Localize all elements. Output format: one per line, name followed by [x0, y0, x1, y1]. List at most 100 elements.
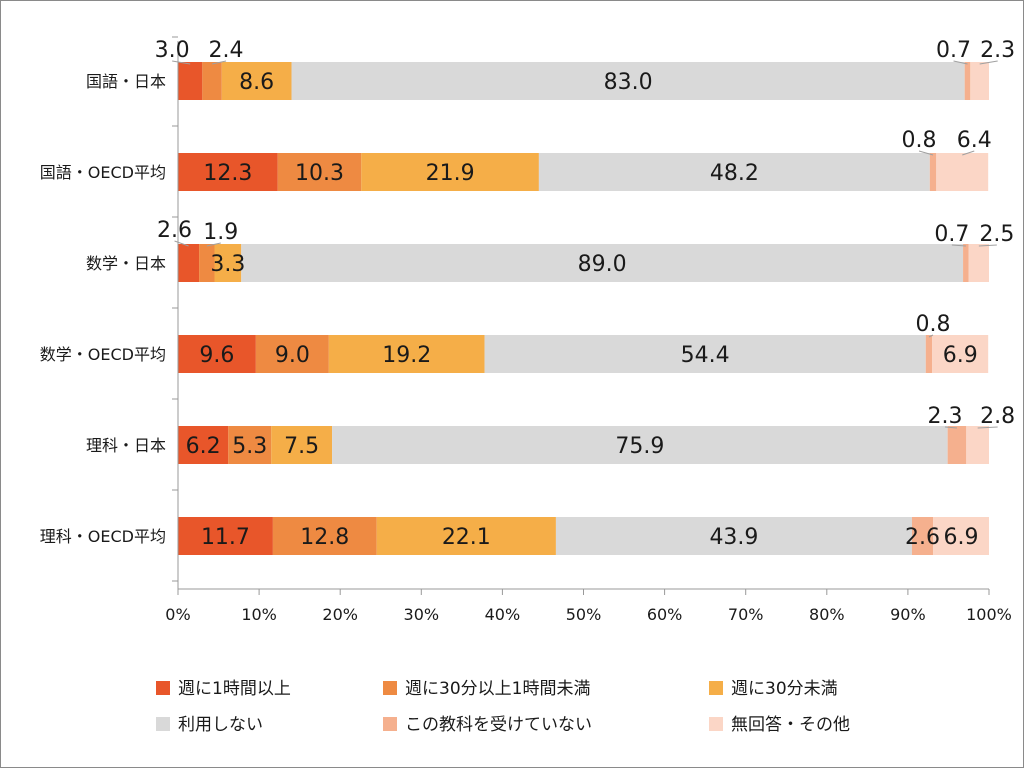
data-label: 3.3 — [210, 252, 245, 277]
bar-segment-2 — [277, 153, 362, 191]
bar-segment-2 — [272, 517, 377, 555]
x-tick-label: 40% — [485, 605, 521, 624]
category-label: 理科・OECD平均 — [40, 527, 166, 546]
legend-swatch — [156, 681, 170, 695]
legend-label: 週に30分以上1時間未満 — [405, 679, 590, 699]
bar-segment-5 — [964, 62, 971, 100]
x-tick-label: 70% — [728, 605, 764, 624]
bar-segment-6 — [933, 517, 989, 555]
data-label: 0.8 — [915, 312, 950, 337]
data-label: 21.9 — [426, 161, 475, 186]
data-label: 6.2 — [186, 434, 221, 459]
leader-line — [928, 334, 934, 338]
legend-swatch — [383, 681, 397, 695]
x-tick-label: 30% — [404, 605, 440, 624]
data-label: 6.4 — [957, 128, 992, 153]
leader-line — [174, 240, 189, 247]
data-label: 19.2 — [382, 343, 431, 368]
leader-line — [951, 244, 966, 247]
data-label: 12.3 — [203, 161, 252, 186]
x-tick-label: 20% — [322, 605, 358, 624]
data-label: 89.0 — [578, 252, 627, 277]
bar-segment-3 — [361, 153, 539, 191]
bar-segment-5 — [911, 517, 934, 555]
bars-layer — [178, 62, 989, 555]
x-tick-label: 60% — [647, 605, 683, 624]
bar-segment-3 — [214, 244, 242, 282]
bar-segment-6 — [970, 62, 989, 100]
legend-label: 無回答・その他 — [731, 715, 850, 735]
data-label: 10.3 — [295, 161, 344, 186]
bar-segment-4 — [332, 426, 948, 464]
data-label: 9.0 — [275, 343, 310, 368]
legend-swatch — [709, 681, 723, 695]
x-tick-label: 50% — [566, 605, 602, 624]
leader-line — [172, 60, 191, 65]
data-label: 2.6 — [905, 525, 940, 550]
bar-segment-6 — [966, 426, 989, 464]
data-label: 2.8 — [980, 404, 1015, 429]
category-label: 国語・OECD平均 — [40, 163, 166, 182]
x-tick-label: 10% — [241, 605, 277, 624]
bar-segment-2 — [202, 62, 222, 100]
legend-label: この教科を受けていない — [405, 715, 592, 735]
legend-label: 週に1時間以上 — [178, 679, 291, 699]
data-label: 2.5 — [979, 222, 1014, 247]
data-label: 2.4 — [209, 38, 244, 63]
data-label: 75.9 — [615, 434, 664, 459]
data-label: 2.3 — [927, 404, 962, 429]
leader-line — [977, 426, 998, 429]
bar-segment-3 — [271, 426, 333, 464]
bar-segment-4 — [484, 335, 926, 373]
data-label: 0.7 — [936, 38, 971, 63]
bar-segment-6 — [936, 153, 989, 191]
data-label: 83.0 — [604, 70, 653, 95]
bar-segment-5 — [963, 244, 969, 282]
bar-segment-3 — [376, 517, 556, 555]
data-label: 12.8 — [300, 525, 349, 550]
data-label: 8.6 — [239, 70, 274, 95]
data-label: 0.8 — [902, 128, 937, 153]
leader-line — [953, 60, 968, 65]
bar-segment-1 — [178, 62, 203, 100]
legend-swatch — [156, 717, 170, 731]
leader-line — [978, 244, 997, 247]
data-label: 22.1 — [442, 525, 491, 550]
bar-segment-6 — [932, 335, 989, 373]
data-labels-layer: 3.0 2.4 8.6 83.0 0.7 2.3 12.3 10.3 21.9 48.2 0.8 6.… — [155, 38, 1016, 550]
bar-segment-5 — [947, 426, 967, 464]
data-label: 3.0 — [155, 38, 190, 63]
x-tick-label: 80% — [809, 605, 845, 624]
data-label: 0.7 — [934, 222, 969, 247]
bar-segment-2 — [199, 244, 215, 282]
bar-segment-1 — [178, 426, 229, 464]
x-tick-label: 100% — [966, 605, 1012, 624]
bar-segment-3 — [221, 62, 292, 100]
leader-line — [918, 150, 934, 156]
x-tick-label: 0% — [165, 605, 190, 624]
bar-segment-4 — [291, 62, 965, 100]
data-label: 9.6 — [199, 343, 234, 368]
data-label: 54.4 — [681, 343, 730, 368]
x-tick-label: 90% — [890, 605, 926, 624]
bar-segment-1 — [178, 153, 278, 191]
legend-label: 利用しない — [178, 715, 263, 735]
bar-segment-5 — [925, 335, 933, 373]
category-label: 理科・日本 — [86, 436, 166, 455]
bar-segment-3 — [328, 335, 485, 373]
bar-segment-2 — [255, 335, 329, 373]
bar-segment-1 — [178, 244, 200, 282]
bar-segment-6 — [968, 244, 989, 282]
legend-swatch — [709, 717, 723, 731]
data-label: 2.6 — [157, 218, 192, 243]
data-label: 2.3 — [980, 38, 1015, 63]
legend-swatch — [383, 717, 397, 731]
data-label: 1.9 — [203, 220, 238, 245]
data-label: 43.9 — [709, 525, 758, 550]
data-label: 48.2 — [710, 161, 759, 186]
leader-line — [979, 60, 998, 65]
leader-line — [211, 60, 227, 65]
leader-line — [962, 150, 975, 156]
